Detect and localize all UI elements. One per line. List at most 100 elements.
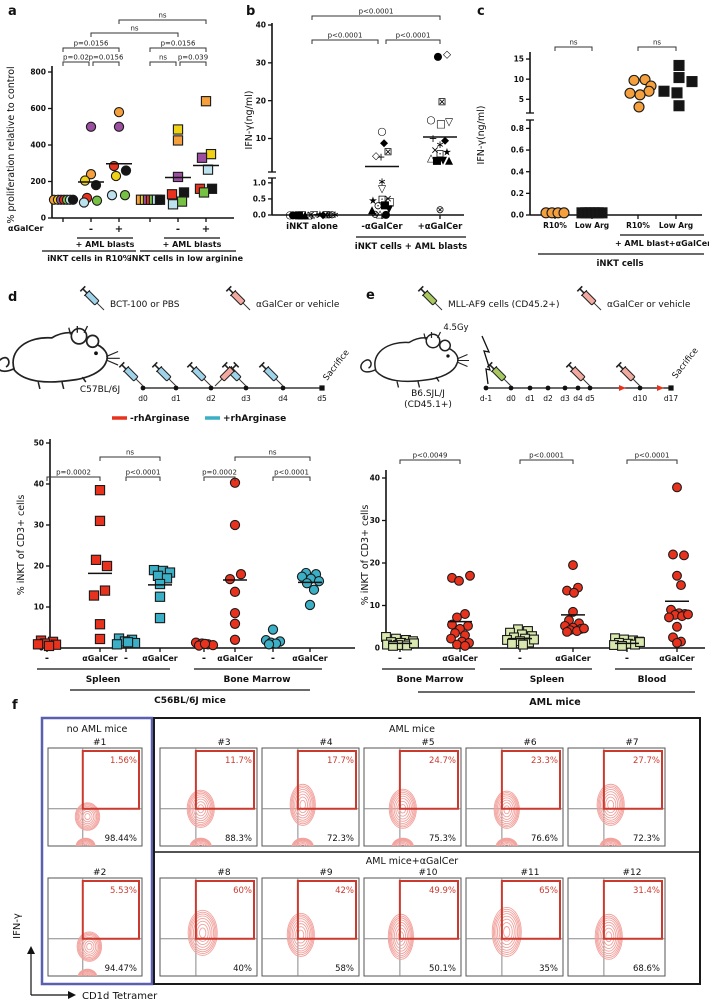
svg-text:23.3%: 23.3% xyxy=(531,756,558,766)
svg-text:×: × xyxy=(307,209,316,221)
svg-text:αGalCer: αGalCer xyxy=(292,654,328,663)
svg-text:% iNKT of CD3+ cells: % iNKT of CD3+ cells xyxy=(16,495,27,596)
svg-text:◇: ◇ xyxy=(372,150,381,162)
svg-text:p=0.0156: p=0.0156 xyxy=(161,40,196,48)
svg-text:-: - xyxy=(176,224,180,235)
svg-text:#10: #10 xyxy=(419,868,438,878)
svg-text:4.5Gy: 4.5Gy xyxy=(443,323,468,333)
svg-text:αGalCer: αGalCer xyxy=(555,654,591,663)
svg-text:▲: ▲ xyxy=(368,204,377,216)
svg-text:0.8: 0.8 xyxy=(511,124,524,133)
svg-text:+: + xyxy=(202,224,210,235)
svg-text:p<0.0001: p<0.0001 xyxy=(274,469,309,477)
panel-d-inkt-scatter: 01020304050% iNKT of CD3+ cellsnsnsp=0.0… xyxy=(16,439,355,706)
svg-text:-: - xyxy=(45,653,49,664)
svg-text:⊙: ⊙ xyxy=(374,200,383,212)
panel-a-proliferation-scatter: 0 200 400 600 800 % proliferation relative to… xyxy=(6,12,244,264)
svg-text:-αGalCer: -αGalCer xyxy=(361,222,403,232)
svg-text:0.6: 0.6 xyxy=(511,146,524,155)
svg-text:p<0.0001: p<0.0001 xyxy=(126,469,161,477)
svg-text:d2: d2 xyxy=(206,394,216,403)
svg-text:50.1%: 50.1% xyxy=(429,964,456,974)
svg-text:% proliferation relative to co: % proliferation relative to control xyxy=(6,66,17,223)
svg-text:▲: ▲ xyxy=(301,209,310,221)
svg-text:C57BL/6J: C57BL/6J xyxy=(80,385,120,395)
svg-text:d10: d10 xyxy=(633,394,648,403)
svg-text:-: - xyxy=(124,653,128,664)
svg-text:∗: ∗ xyxy=(436,139,445,151)
svg-text:31.4%: 31.4% xyxy=(633,886,660,896)
svg-text:p<0.0049: p<0.0049 xyxy=(413,452,448,460)
svg-text:5: 5 xyxy=(519,95,524,104)
svg-text:▼: ▼ xyxy=(439,155,448,167)
svg-text:p=0.0156: p=0.0156 xyxy=(74,40,109,48)
svg-text:0: 0 xyxy=(41,214,46,223)
svg-text:IFN-γ(ng/ml): IFN-γ(ng/ml) xyxy=(476,106,487,165)
svg-text:600: 600 xyxy=(30,104,46,113)
svg-text:+: + xyxy=(115,224,123,235)
svg-text:●: ● xyxy=(381,208,390,220)
svg-text:Sacrifice: Sacrifice xyxy=(670,346,700,381)
svg-text:30: 30 xyxy=(256,58,266,67)
svg-text:★: ★ xyxy=(368,195,377,207)
svg-text:d4: d4 xyxy=(278,394,288,403)
svg-text:#5: #5 xyxy=(421,738,434,748)
svg-text:iNKT cells in low arginine: iNKT cells in low arginine xyxy=(129,254,244,263)
svg-text:40: 40 xyxy=(370,474,380,483)
svg-text:∗: ∗ xyxy=(331,209,340,221)
svg-text:▽: ▽ xyxy=(378,183,387,195)
svg-text:#1: #1 xyxy=(93,738,106,748)
svg-text:○: ○ xyxy=(377,126,386,138)
svg-text:○: ○ xyxy=(426,114,435,126)
svg-text:■: ■ xyxy=(432,154,442,166)
svg-text:p=0.0156: p=0.0156 xyxy=(89,54,124,62)
svg-text:20: 20 xyxy=(256,96,266,105)
svg-text:⊡: ⊡ xyxy=(436,148,445,160)
svg-text:αGalCer: αGalCer xyxy=(442,654,478,663)
svg-text:p<0.0001: p<0.0001 xyxy=(359,8,394,16)
svg-text:76.6%: 76.6% xyxy=(531,834,558,844)
svg-text:Bone Marrow: Bone Marrow xyxy=(223,675,290,685)
svg-text:⊠: ⊠ xyxy=(438,96,447,108)
svg-text:★: ★ xyxy=(315,209,324,221)
svg-text:B6.SJL/J: B6.SJL/J xyxy=(411,389,445,399)
svg-text:d5: d5 xyxy=(317,394,327,403)
svg-text:p<0.0001: p<0.0001 xyxy=(529,452,564,460)
svg-text:5.53%: 5.53% xyxy=(110,886,137,896)
svg-text:●: ● xyxy=(433,51,442,63)
svg-text:d3: d3 xyxy=(560,394,570,403)
svg-text:∗: ∗ xyxy=(378,176,387,188)
svg-text:αGalCer: αGalCer xyxy=(217,654,253,663)
svg-text:d0: d0 xyxy=(138,394,148,403)
svg-text:72.3%: 72.3% xyxy=(633,834,660,844)
svg-text:98.44%: 98.44% xyxy=(105,834,137,844)
svg-text:iNKT cells: iNKT cells xyxy=(596,259,643,269)
svg-text:AML mice: AML mice xyxy=(529,697,580,708)
svg-text:□: □ xyxy=(297,209,307,221)
svg-text:1.56%: 1.56% xyxy=(110,756,137,766)
svg-text:p<0.0001: p<0.0001 xyxy=(328,32,363,40)
svg-text:42%: 42% xyxy=(335,886,354,896)
svg-text:72.3%: 72.3% xyxy=(327,834,354,844)
svg-text:d0: d0 xyxy=(506,394,516,403)
svg-text:800: 800 xyxy=(30,68,46,77)
svg-text:68.6%: 68.6% xyxy=(633,964,660,974)
svg-text:◆: ◆ xyxy=(380,137,389,149)
svg-text:-: - xyxy=(625,653,629,664)
svg-text:⊗: ⊗ xyxy=(325,209,334,221)
svg-text:94.47%: 94.47% xyxy=(105,964,137,974)
svg-text:△: △ xyxy=(427,152,436,164)
svg-text:d-1: d-1 xyxy=(480,394,492,403)
svg-text:-: - xyxy=(89,224,93,235)
panel-label-c: c xyxy=(477,4,485,19)
svg-text:◇: ◇ xyxy=(443,49,452,61)
svg-text:iNKT alone: iNKT alone xyxy=(286,222,338,232)
svg-text:p=0.039: p=0.039 xyxy=(178,54,208,62)
svg-text:#8: #8 xyxy=(217,868,231,878)
svg-text:40%: 40% xyxy=(233,964,252,974)
svg-text:0.0: 0.0 xyxy=(253,211,266,220)
svg-text:ns: ns xyxy=(159,54,167,62)
panel-c-ifng-scatter: 0.0 0.2 0.4 0.6 0.8 5 10 15 IFN-γ(ng/ml) ns ns R10%… xyxy=(476,39,709,270)
svg-text:αGalCer: αGalCer xyxy=(659,654,695,663)
svg-text:no AML mice: no AML mice xyxy=(67,724,128,735)
